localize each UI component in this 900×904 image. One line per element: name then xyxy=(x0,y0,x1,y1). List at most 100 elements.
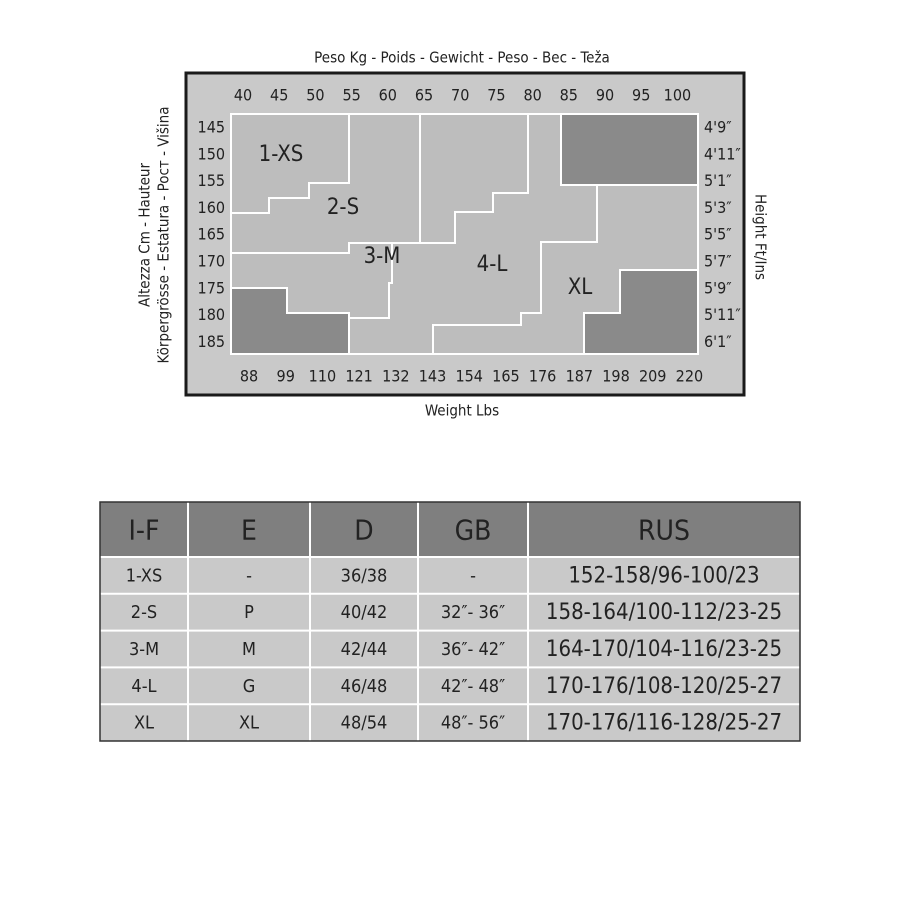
table-cell: 32″- 36″ xyxy=(441,602,505,623)
table-cell: 1-XS xyxy=(126,565,163,586)
left-axis-title: Altezza Cm - Hauteur xyxy=(136,163,154,307)
lbs-tick: 154 xyxy=(455,367,482,386)
kg-tick: 100 xyxy=(664,86,691,105)
ftin-tick: 5'9″ xyxy=(704,278,732,297)
table-cell: 158-164/100-112/23-25 xyxy=(546,600,782,625)
cm-tick: 175 xyxy=(198,278,225,297)
boundary xyxy=(231,287,350,354)
lbs-tick: 198 xyxy=(602,367,629,386)
table-cell: - xyxy=(470,565,476,586)
kg-tick: 95 xyxy=(632,86,650,105)
table-row-bg xyxy=(100,630,800,668)
table-cell: 40/42 xyxy=(341,602,388,623)
kg-tick: 40 xyxy=(234,86,252,105)
table-cell: 36″- 42″ xyxy=(441,639,505,660)
ftin-tick: 5'5″ xyxy=(704,225,732,244)
size-region-label: 3-M xyxy=(364,244,401,269)
table-header-cell: GB xyxy=(455,514,492,547)
table-cell: 170-176/116-128/25-27 xyxy=(546,711,782,736)
table-cell: 164-170/104-116/23-25 xyxy=(546,637,782,662)
ftin-tick: 6'1″ xyxy=(704,332,732,351)
cm-tick: 145 xyxy=(198,118,225,137)
lbs-tick: 165 xyxy=(492,367,519,386)
left-axis-title: Körpergrösse - Estatura - Pocт - Višina xyxy=(155,107,173,364)
cm-tick: 165 xyxy=(198,225,225,244)
ftin-tick: 4'11″ xyxy=(704,144,741,163)
table-cell: 3-M xyxy=(129,639,159,660)
size-region-label: XL xyxy=(568,275,593,300)
table-cell: 2-S xyxy=(131,602,157,623)
cm-tick: 185 xyxy=(198,332,225,351)
kg-tick: 90 xyxy=(596,86,614,105)
ftin-tick: 5'3″ xyxy=(704,198,732,217)
plot-border xyxy=(230,113,699,355)
table-header-cell: D xyxy=(354,514,373,547)
table-cell: XL xyxy=(239,713,259,734)
table-cell: 42″- 48″ xyxy=(441,676,505,697)
lbs-tick: 220 xyxy=(676,367,703,386)
boundary xyxy=(432,114,598,354)
boundary xyxy=(349,114,529,319)
kg-tick: 60 xyxy=(379,86,397,105)
table-cell: 36/38 xyxy=(341,565,388,586)
table-cell: XL xyxy=(134,713,154,734)
dark-zone xyxy=(584,270,698,354)
table-cell: 152-158/96-100/23 xyxy=(568,563,759,588)
table-cell: 42/44 xyxy=(341,639,388,660)
cm-tick: 180 xyxy=(198,305,225,324)
ftin-tick: 5'7″ xyxy=(704,252,732,271)
ftin-tick: 5'11″ xyxy=(704,305,741,324)
kg-tick: 65 xyxy=(415,86,433,105)
table-cell: 46/48 xyxy=(341,676,388,697)
kg-tick: 70 xyxy=(451,86,469,105)
table-header-cell: RUS xyxy=(638,514,690,547)
kg-tick: 45 xyxy=(270,86,288,105)
cm-tick: 155 xyxy=(198,171,225,190)
lbs-tick: 99 xyxy=(277,367,295,386)
lbs-tick: 209 xyxy=(639,367,666,386)
table-row-bg xyxy=(100,593,800,631)
table-cell: 170-176/108-120/25-27 xyxy=(546,674,782,699)
table-cell: 48/54 xyxy=(341,713,388,734)
table-cell: G xyxy=(243,676,256,697)
kg-tick: 85 xyxy=(560,86,578,105)
dark-zone xyxy=(561,114,698,185)
kg-tick: 80 xyxy=(523,86,541,105)
table-header-cell: E xyxy=(241,514,257,547)
right-axis-title: Height Ft/Ins xyxy=(752,194,770,280)
ftin-tick: 4'9″ xyxy=(704,118,732,137)
table-cell: P xyxy=(244,602,254,623)
lbs-tick: 110 xyxy=(309,367,336,386)
bottom-axis-title: Weight Lbs xyxy=(425,402,499,420)
boundary xyxy=(231,114,421,254)
lbs-tick: 187 xyxy=(566,367,593,386)
lbs-tick: 88 xyxy=(240,367,258,386)
lbs-tick: 176 xyxy=(529,367,556,386)
size-region-label: 2-S xyxy=(327,195,359,220)
table-row-bg xyxy=(100,667,800,705)
cm-tick: 170 xyxy=(198,252,225,271)
dynamic: 40 45 50 55 60 65 70 75 80 85 90 95 100 88 99 110 121 132… xyxy=(99,86,801,742)
ftin-tick: 5'1″ xyxy=(704,171,732,190)
table-header-cell: I-F xyxy=(128,514,159,547)
lbs-tick: 143 xyxy=(419,367,446,386)
dark-zone xyxy=(231,288,349,354)
kg-tick: 55 xyxy=(342,86,360,105)
size-region-label: 1-XS xyxy=(259,142,304,167)
kg-tick: 50 xyxy=(306,86,324,105)
table-cell: - xyxy=(246,565,252,586)
table-row-bg xyxy=(100,704,800,741)
table-border xyxy=(99,501,801,742)
boundary xyxy=(583,269,698,354)
size-region-label: 4-L xyxy=(477,252,508,277)
table-header-bg xyxy=(100,502,800,557)
table-row-bg xyxy=(100,557,800,594)
cm-tick: 150 xyxy=(198,144,225,163)
table-cell: 4-L xyxy=(131,676,156,697)
table-cell: 48″- 56″ xyxy=(441,713,505,734)
lbs-tick: 121 xyxy=(345,367,372,386)
top-axis-title: Peso Kg - Poids - Gewicht - Peso - Bec -… xyxy=(314,49,610,67)
boundaries xyxy=(230,113,699,355)
kg-tick: 75 xyxy=(487,86,505,105)
